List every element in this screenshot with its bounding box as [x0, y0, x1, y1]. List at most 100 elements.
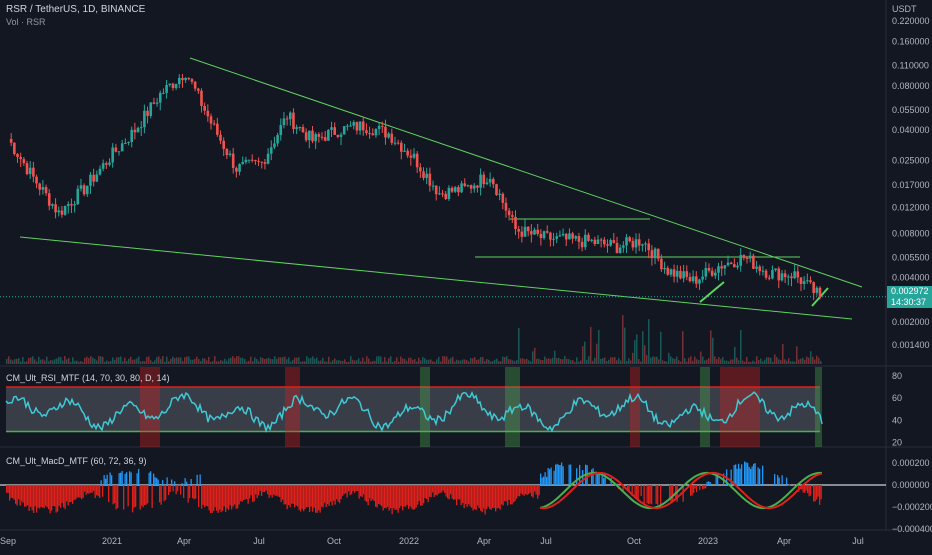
macd-histogram-bar — [253, 485, 255, 502]
macd-histogram-bar — [333, 485, 335, 501]
volume-bar — [176, 357, 178, 364]
volume-label[interactable]: Vol · RSR — [6, 17, 46, 27]
candle — [447, 187, 451, 199]
macd-histogram-bar — [135, 485, 137, 507]
macd-histogram-bar — [292, 485, 294, 504]
macd-histogram-bar — [787, 485, 789, 486]
candle — [13, 142, 16, 154]
candle — [330, 127, 333, 130]
macd-histogram-bar — [48, 485, 50, 510]
candle — [235, 167, 238, 172]
macd-histogram-bar — [229, 485, 231, 506]
volume-bar — [158, 356, 160, 364]
volume-bar — [458, 360, 460, 364]
volume-bar — [428, 359, 430, 364]
macd-histogram-bar — [58, 485, 60, 506]
candle — [517, 229, 520, 232]
macd-histogram-bar — [120, 472, 122, 485]
macd-histogram-bar — [162, 480, 164, 485]
volume-bar — [756, 356, 758, 364]
volume-bar — [436, 359, 438, 364]
macd-histogram-bar — [622, 485, 624, 493]
volume-bar — [580, 360, 582, 364]
macd-pane — [0, 461, 886, 515]
volume-bar — [682, 331, 684, 364]
macd-histogram-bar — [277, 485, 279, 497]
volume-bar — [628, 358, 630, 364]
time-tick-label: 2022 — [399, 536, 419, 546]
macd-histogram-bar — [204, 485, 206, 508]
macd-histogram-bar — [457, 485, 459, 500]
macd-histogram-bar — [384, 485, 386, 508]
macd-histogram-bar — [123, 485, 125, 510]
macd-histogram-bar — [417, 485, 419, 505]
macd-histogram-bar — [532, 485, 534, 498]
macd-histogram-bar — [247, 485, 249, 504]
volume-bar — [576, 357, 578, 364]
candle — [374, 129, 378, 136]
macd-indicator-title[interactable]: CM_Ult_MacD_MTF (60, 72, 36, 9) — [6, 456, 147, 466]
candle — [285, 118, 289, 120]
volume-bar — [354, 360, 356, 364]
macd-histogram-bar — [595, 471, 597, 485]
macd-histogram-bar — [528, 485, 530, 495]
macd-histogram-bar — [522, 485, 524, 495]
candle — [384, 126, 387, 138]
volume-bar — [766, 357, 768, 364]
macd-histogram-bar — [640, 485, 642, 497]
rsi-indicator-title[interactable]: CM_Ult_RSI_MTF (14, 70, 30, 80, D, 14) — [6, 373, 170, 383]
candle — [501, 193, 505, 203]
macd-histogram-bar — [78, 485, 80, 498]
volume-bar — [750, 361, 752, 364]
volume-bar — [16, 358, 18, 364]
macd-histogram-bar — [304, 485, 306, 510]
candle — [568, 233, 571, 240]
volume-bar — [170, 358, 172, 364]
candle — [317, 134, 321, 137]
symbol-title[interactable]: RSR / TetherUS, 1D, BINANCE — [6, 4, 146, 15]
macd-histogram-bar — [694, 485, 696, 489]
volume-bar — [448, 359, 450, 364]
macd-histogram-bar — [805, 485, 807, 491]
macd-histogram-bar — [27, 485, 29, 506]
candle — [320, 136, 324, 138]
volume-bar — [394, 360, 396, 364]
time-tick-label: Apr — [477, 536, 491, 546]
macd-histogram-bar — [57, 485, 59, 512]
macd-histogram-bar — [318, 485, 320, 511]
volume-bar — [162, 356, 164, 364]
macd-histogram-bar — [133, 485, 135, 508]
volume-bar — [242, 357, 244, 364]
macd-histogram-bar — [343, 485, 345, 495]
volume-bar — [724, 360, 726, 364]
candle — [114, 147, 118, 152]
macd-histogram-bar — [37, 485, 39, 508]
candle — [327, 129, 330, 141]
macd-histogram-bar — [529, 485, 531, 493]
time-tick-label: Jul — [540, 536, 552, 546]
macd-histogram-bar — [477, 485, 479, 506]
macd-histogram-bar — [175, 485, 177, 495]
macd-histogram-bar — [715, 475, 717, 485]
candle — [44, 187, 48, 194]
macd-histogram-bar — [237, 485, 239, 509]
volume-bar — [314, 358, 316, 364]
macd-histogram-bar — [244, 485, 246, 500]
macd-histogram-bar — [13, 485, 15, 500]
volume-bar — [344, 359, 346, 364]
volume-bar — [272, 359, 274, 364]
candle — [536, 229, 540, 234]
macd-histogram-bar — [325, 485, 327, 508]
macd-histogram-bar — [453, 485, 455, 500]
volume-bar — [10, 359, 12, 364]
volume-bar — [288, 357, 290, 364]
macd-histogram-bar — [676, 485, 678, 502]
candle — [25, 163, 29, 175]
macd-histogram-bar — [597, 472, 599, 485]
macd-histogram-bar — [306, 485, 308, 508]
candle — [767, 277, 771, 279]
volume-bar — [18, 358, 20, 364]
volume-bar — [752, 360, 754, 364]
